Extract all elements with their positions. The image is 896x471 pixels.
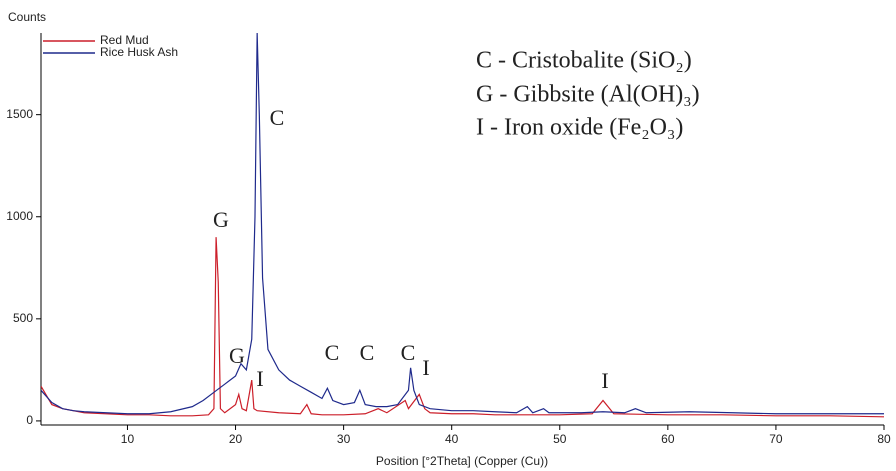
x-tick-label: 30 [337, 432, 351, 446]
peak-label: I [256, 366, 263, 391]
peak-label: I [601, 368, 608, 393]
y-tick-label: 500 [13, 311, 33, 325]
peak-label: C [401, 340, 416, 365]
plot-area [41, 33, 884, 418]
peak-label: C [360, 340, 375, 365]
y-axis-title: Counts [8, 10, 46, 24]
annotation: C - Cristobalite (SiO₂) [476, 48, 692, 74]
x-tick-label: 50 [553, 432, 567, 446]
x-tick-label: 80 [877, 432, 891, 446]
x-tick-label: 20 [229, 432, 243, 446]
x-tick-label: 40 [445, 432, 459, 446]
x-tick-label: 60 [661, 432, 675, 446]
peak-label: C [325, 340, 340, 365]
legend-label: Red Mud [100, 33, 149, 47]
legend-label: Rice Husk Ash [100, 45, 178, 59]
annotation: I - Iron oxide (Fe₂O₃) [476, 115, 683, 141]
data-line [41, 33, 884, 415]
y-tick-label: 0 [26, 413, 33, 427]
data-line [41, 237, 884, 418]
peak-label: G [229, 343, 245, 368]
peak-label: G [213, 207, 229, 232]
x-tick-label: 10 [121, 432, 135, 446]
x-tick-label: 70 [769, 432, 783, 446]
y-tick-label: 1000 [6, 209, 33, 223]
peak-label: C [270, 105, 285, 130]
x-axis-title: Position [°2Theta] (Copper (Cu)) [376, 454, 548, 468]
peak-label: I [422, 355, 429, 380]
y-tick-label: 1500 [6, 107, 33, 121]
annotation: G - Gibbsite (Al(OH)₃) [476, 82, 700, 108]
